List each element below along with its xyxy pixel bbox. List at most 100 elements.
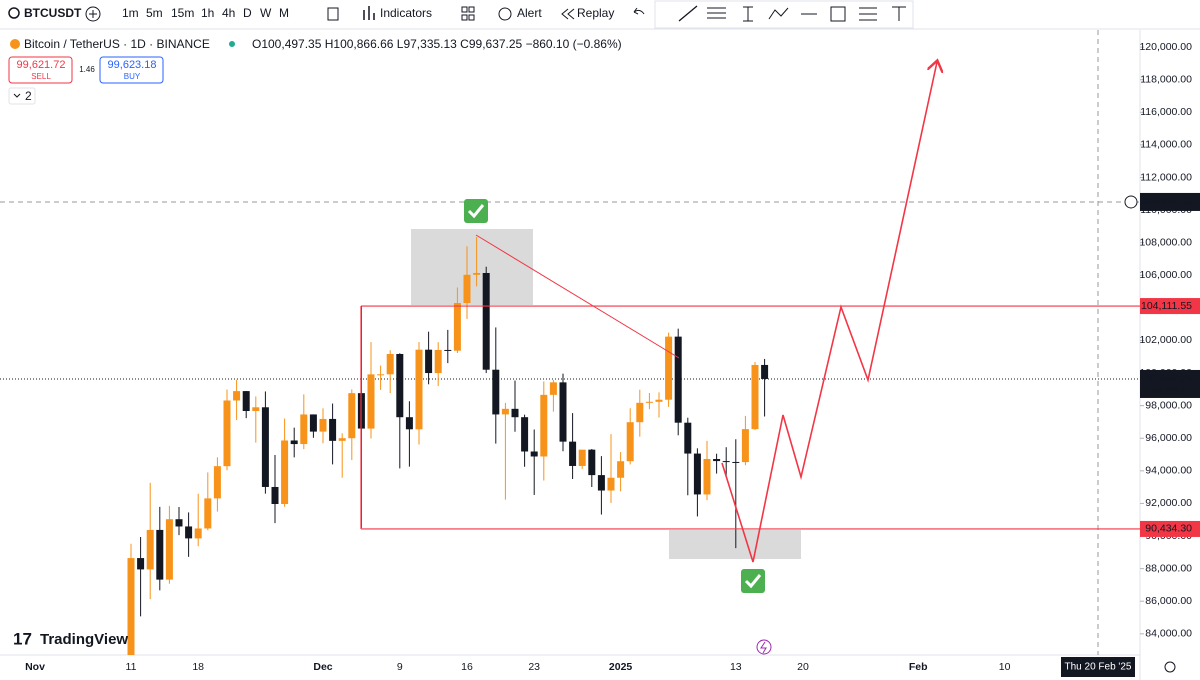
candle-body [722, 461, 730, 463]
candle-body [501, 408, 509, 415]
candle-body [492, 369, 500, 415]
interval-button[interactable]: 4h [222, 6, 235, 20]
symbol[interactable]: BTCUSDT [24, 6, 82, 20]
interval-button[interactable]: D [243, 6, 252, 20]
candle-body [146, 529, 154, 570]
candle-body [549, 382, 557, 395]
undo[interactable] [633, 7, 645, 15]
templates-icon[interactable] [461, 6, 468, 13]
interval-button[interactable]: 1h [201, 6, 214, 20]
candle-body [127, 558, 135, 655]
candle-body [252, 407, 260, 411]
tv-logo: TradingView [40, 631, 128, 648]
candle-body [386, 353, 394, 375]
text-tool-2[interactable] [892, 6, 906, 21]
templates-icon [468, 14, 475, 21]
candle-body [521, 417, 529, 452]
y-tick-label: 118,000.00 [1140, 73, 1192, 85]
candle-body [578, 449, 586, 466]
y-tick-label: 116,000.00 [1140, 106, 1192, 118]
x-tick-label: 10 [999, 661, 1011, 673]
x-tick-label: 9 [397, 661, 403, 673]
event-bolt [760, 641, 767, 654]
candle-body [444, 349, 452, 351]
y-tick-label: 88,000.00 [1145, 562, 1192, 574]
interval-button[interactable]: 5m [146, 6, 163, 20]
axes: 84,000.0086,000.0088,000.0090,000.0092,0… [25, 41, 1200, 673]
candle-body [271, 486, 279, 505]
sell-label: SELL [31, 72, 51, 81]
y-tick-label: 92,000.00 [1145, 497, 1192, 509]
highlight-box [411, 229, 533, 305]
candle-body [309, 414, 317, 432]
x-tick-label: 2025 [609, 661, 633, 673]
y-tick-label: 120,000.00 [1139, 41, 1192, 53]
indicators-button[interactable]: Indicators [380, 6, 432, 20]
measure-tool[interactable] [859, 7, 877, 21]
pattern-tool[interactable] [768, 7, 789, 20]
search-icon[interactable] [8, 7, 20, 19]
candle-body [761, 364, 769, 379]
level-badge [1140, 298, 1200, 315]
interval-button[interactable]: M [279, 6, 289, 20]
replay-button[interactable]: Replay [577, 6, 614, 20]
buy-button[interactable] [99, 56, 164, 84]
add-symbol[interactable] [85, 6, 101, 22]
check-icon [741, 569, 765, 593]
trend-line-tool[interactable] [678, 5, 698, 22]
tv-logo-mark: 17 [13, 629, 32, 648]
level-label: 104,111.55 [1141, 300, 1192, 312]
candles [127, 236, 769, 655]
candle-body [569, 441, 577, 466]
x-tick-label: 20 [797, 661, 809, 673]
candle-body [703, 459, 711, 495]
interval-button[interactable]: 1m [122, 6, 139, 20]
x-tick-label: 16 [461, 661, 473, 673]
candle-body [511, 408, 519, 418]
candle-body [377, 374, 385, 376]
candle-body [636, 402, 644, 423]
candle-body [626, 422, 634, 462]
interval-button[interactable]: W [260, 6, 272, 20]
text-tool[interactable] [743, 6, 753, 22]
candle-body [194, 528, 202, 539]
alert-button[interactable]: Alert [517, 6, 542, 20]
candle-body [684, 422, 692, 454]
x-tick-label: 23 [528, 661, 540, 673]
shape-tool[interactable] [830, 6, 846, 22]
candle-body [204, 498, 212, 529]
candle-body [588, 449, 596, 476]
y-tick-label: 112,000.00 [1140, 171, 1192, 183]
event-icon[interactable] [756, 639, 772, 655]
projection-path [721, 62, 937, 563]
candle-body [559, 382, 567, 442]
candle-body [338, 438, 346, 441]
replay-icon [561, 8, 575, 20]
y-tick-label: 102,000.00 [1139, 334, 1192, 346]
fib-tool[interactable] [707, 7, 726, 19]
buy-price: 99,623.18 [108, 59, 157, 71]
candle-body [645, 401, 653, 403]
indicators-icon [363, 6, 375, 20]
x-tick-label: 18 [192, 661, 204, 673]
settings-icon[interactable] [1164, 661, 1176, 673]
candle-body [463, 274, 471, 303]
candle-body [655, 399, 663, 402]
last-price-label: 99,637.25 [1145, 373, 1192, 385]
crosshair-plus [1124, 195, 1138, 209]
trend-line [475, 234, 680, 359]
layers-toggle[interactable] [8, 87, 36, 105]
interval-button[interactable]: 15m [171, 6, 194, 20]
candle-body [175, 519, 183, 527]
candle-body [751, 364, 759, 430]
sell-button[interactable] [8, 56, 73, 84]
toolbar [0, 0, 1200, 29]
candle-body [233, 391, 241, 401]
y-tick-label: 84,000.00 [1145, 628, 1192, 640]
candle-body [473, 272, 481, 275]
alert-icon [498, 7, 512, 21]
candle-body [281, 440, 289, 505]
chart-type-icon[interactable] [327, 7, 339, 21]
candle-body [741, 429, 749, 463]
x-tick-label: Feb [909, 661, 928, 673]
